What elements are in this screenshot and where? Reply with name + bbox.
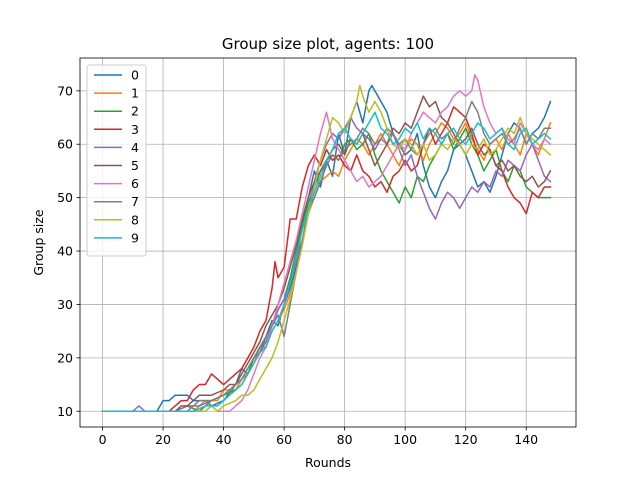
legend-label-9: 9: [131, 230, 139, 245]
x-tick-label: 60: [276, 432, 292, 447]
x-axis-label: Rounds: [305, 455, 351, 470]
series-line-7: [101, 100, 552, 412]
plot-frame: [79, 57, 577, 428]
series-lines: [101, 74, 552, 412]
y-tick-label: 50: [57, 190, 73, 205]
series-line-6: [101, 74, 552, 412]
legend-label-1: 1: [131, 86, 139, 101]
legend-label-5: 5: [131, 158, 139, 173]
axis-ticks: 0 20 40 60 80 100 120 140 10 20 30 40 50 60 70: [57, 83, 538, 447]
legend: 0 1 2 3 4 5 6 7 8 9: [86, 64, 147, 257]
legend-label-8: 8: [131, 212, 139, 227]
y-tick-label: 10: [57, 404, 73, 419]
x-tick-label: 140: [514, 432, 538, 447]
legend-label-3: 3: [131, 122, 139, 137]
x-tick-label: 80: [337, 432, 353, 447]
y-tick-label: 20: [57, 350, 73, 365]
legend-label-2: 2: [131, 104, 139, 119]
legend-label-7: 7: [131, 194, 139, 209]
y-axis-label: Group size: [31, 209, 46, 276]
x-tick-label: 20: [155, 432, 171, 447]
legend-label-0: 0: [131, 68, 139, 83]
chart-title: Group size plot, agents: 100: [222, 35, 434, 53]
x-tick-label: 40: [216, 432, 232, 447]
legend-label-6: 6: [131, 176, 139, 191]
y-tick-label: 60: [57, 137, 73, 152]
legend-box: [86, 64, 147, 257]
y-tick-label: 40: [57, 244, 73, 259]
y-tick-label: 70: [57, 83, 73, 98]
x-tick-label: 120: [454, 432, 478, 447]
x-tick-label: 0: [99, 432, 107, 447]
series-line-8: [101, 84, 552, 412]
y-tick-label: 30: [57, 297, 73, 312]
x-tick-label: 100: [393, 432, 417, 447]
legend-label-4: 4: [131, 140, 139, 155]
series-line-9: [101, 111, 552, 412]
